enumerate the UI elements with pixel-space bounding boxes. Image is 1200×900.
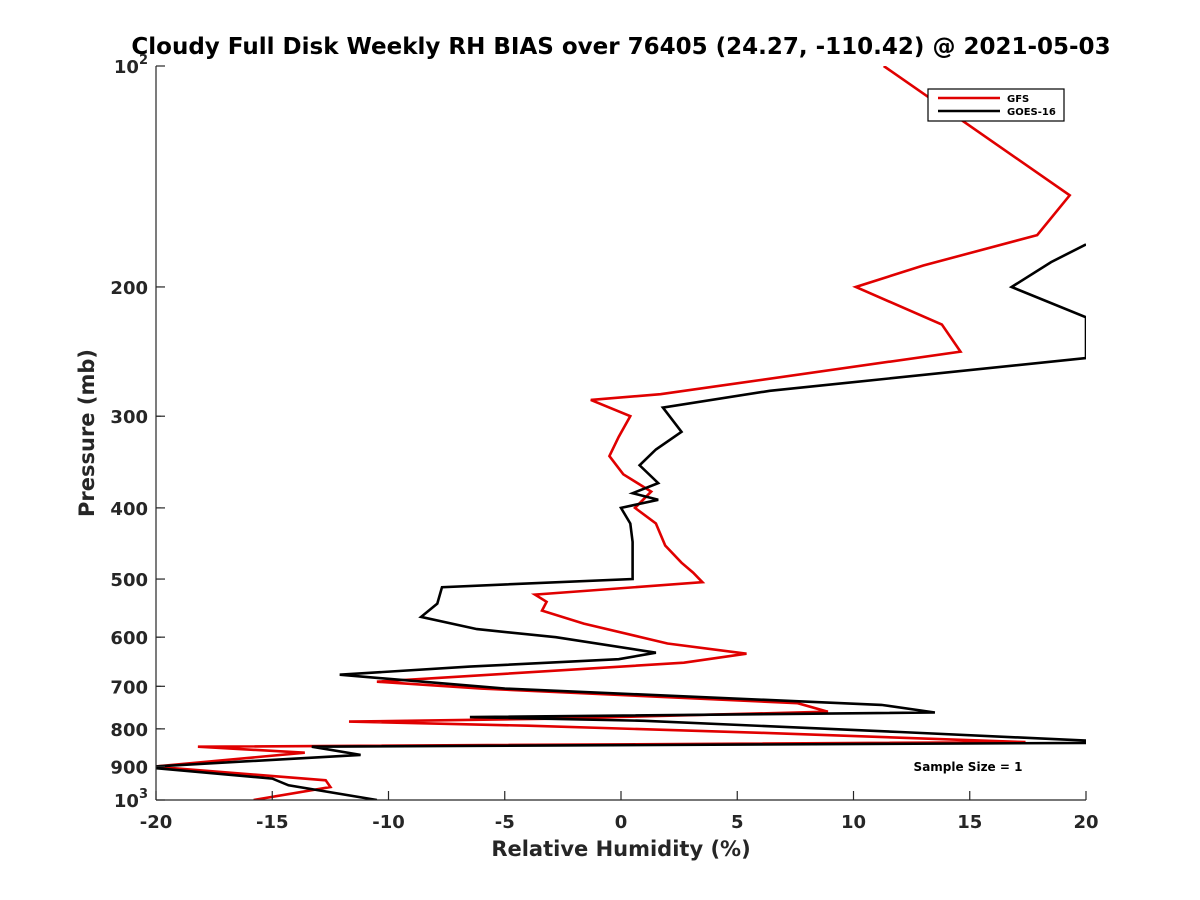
y-tick-label: 900 <box>110 757 148 778</box>
y-tick-label: 300 <box>110 407 148 428</box>
y-tick-label: 400 <box>110 499 148 520</box>
y-tick-label: 200 <box>110 278 148 299</box>
x-tick-label: 20 <box>1073 812 1098 833</box>
legend-box <box>927 88 1065 122</box>
y-tick-label: 600 <box>110 628 148 649</box>
y-axis-label: Pressure (mb) <box>75 349 99 517</box>
x-tick-label: 10 <box>841 812 866 833</box>
x-tick-label: -20 <box>140 812 173 833</box>
x-tick-label: -15 <box>256 812 289 833</box>
legend-entry-label: GOES-16 <box>1007 107 1056 118</box>
y-tick-label: 700 <box>110 677 148 698</box>
chart-title: Cloudy Full Disk Weekly RH BIAS over 764… <box>131 34 1110 60</box>
legend-entry-label: GFS <box>1007 94 1029 105</box>
x-tick-label: 15 <box>957 812 982 833</box>
x-tick-label: 5 <box>731 812 744 833</box>
x-tick-label: -5 <box>495 812 515 833</box>
plot-area: -20 -15 -10 -5 0 5 10 15 20 102 200 300 400 500 600 700… <box>110 53 1098 833</box>
y-tick-label: 500 <box>110 570 148 591</box>
series-line-goes-16 <box>156 243 1086 800</box>
x-tick-label: 0 <box>615 812 628 833</box>
legend: GFS GOES-16 <box>927 88 1065 122</box>
x-tick-label: -10 <box>372 812 405 833</box>
x-axis-label: Relative Humidity (%) <box>491 837 750 861</box>
sample-size-note: Sample Size = 1 <box>914 760 1023 774</box>
y-tick-label: 103 <box>114 787 148 812</box>
y-tick-label: 102 <box>114 53 148 78</box>
y-tick-label: 800 <box>110 720 148 741</box>
